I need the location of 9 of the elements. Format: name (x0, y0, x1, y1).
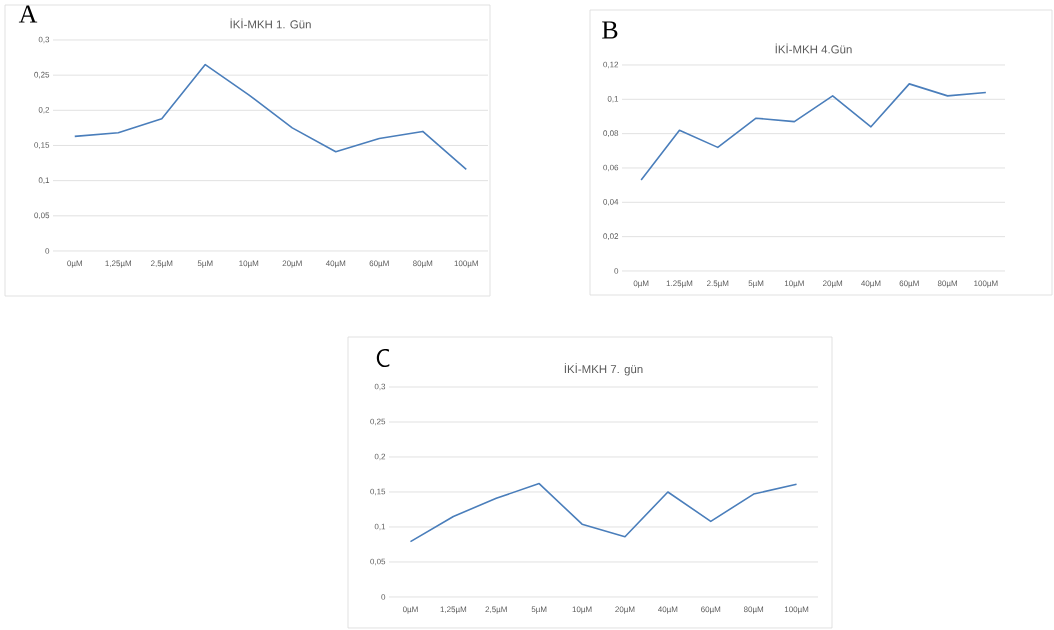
text: B (602, 21, 618, 39)
text: C (376, 348, 390, 368)
text: A (18, 5, 38, 23)
line-series (409, 482, 798, 543)
chart-title: İKİ-MKH 1. Gün (230, 18, 311, 29)
chart-title: İKİ-MKH 7. gün (564, 363, 643, 376)
chart-title: İKİ-MKH 4.Gün (775, 43, 852, 54)
line-series (640, 83, 987, 181)
line-series (73, 63, 468, 171)
